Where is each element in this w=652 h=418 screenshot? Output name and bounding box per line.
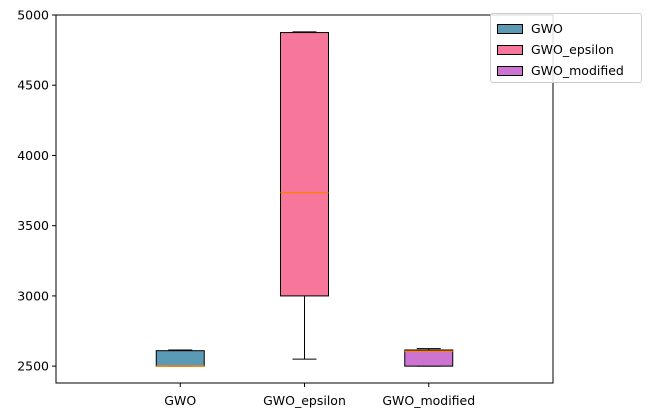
legend: GWO GWO_epsilon GWO_modified (490, 13, 642, 83)
y-axis: 2500 3000 3500 4000 4500 5000 (17, 8, 56, 374)
legend-swatch-gwo-modified (497, 65, 523, 76)
box-3 (404, 348, 454, 367)
legend-label-gwo-epsilon: GWO_epsilon (531, 42, 614, 57)
x-tick-label-3: GWO_modified (382, 393, 475, 408)
boxes-layer (155, 31, 454, 367)
y-tick-label-4500: 4500 (17, 78, 49, 93)
x-tick-label-1: GWO (164, 393, 196, 408)
legend-label-gwo: GWO (531, 21, 563, 36)
box-body (155, 350, 205, 367)
legend-item-gwo: GWO (497, 18, 641, 39)
y-tick-label-2500: 2500 (17, 359, 49, 374)
box-body (280, 32, 329, 297)
y-tick-label-3000: 3000 (17, 288, 49, 303)
legend-label-gwo-modified: GWO_modified (531, 63, 624, 78)
legend-item-gwo-epsilon: GWO_epsilon (497, 39, 641, 60)
x-tick-label-2: GWO_epsilon (263, 393, 346, 408)
legend-swatch-gwo-epsilon (497, 44, 523, 55)
legend-swatch-gwo (497, 23, 523, 34)
box-2 (280, 31, 329, 360)
x-axis: GWO GWO_epsilon GWO_modified (164, 383, 475, 408)
y-tick-label-5000: 5000 (17, 8, 49, 23)
box-1 (155, 349, 205, 367)
y-tick-label-3500: 3500 (17, 218, 49, 233)
box-body (404, 349, 454, 367)
legend-item-gwo-modified: GWO_modified (497, 60, 641, 81)
y-tick-label-4000: 4000 (17, 148, 49, 163)
